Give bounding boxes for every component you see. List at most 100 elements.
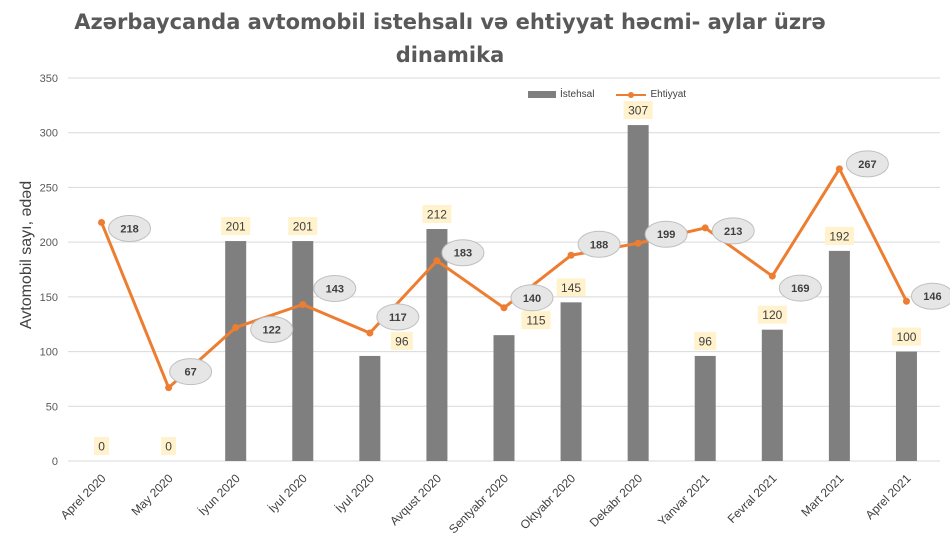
bar-data-label: 96 — [390, 331, 413, 350]
x-tick-label: Aprel 2021 — [863, 471, 914, 522]
line-label-bubble — [577, 230, 621, 258]
bar-label-box — [288, 217, 318, 236]
bar-data-label: 192 — [824, 226, 854, 245]
x-tick-label: İyul 2020 — [333, 471, 378, 516]
line-point — [433, 257, 441, 265]
bar-label-text: 0 — [165, 440, 172, 454]
line-point — [902, 297, 910, 305]
line-label-bubble — [169, 358, 213, 386]
legend-swatch-istehsal — [528, 91, 556, 98]
line-label-text: 267 — [858, 159, 876, 171]
x-tick-label: Dekabr 2020 — [587, 471, 646, 530]
line-label-text: 183 — [454, 248, 472, 260]
x-tick-label: Yanvar 2021 — [655, 471, 713, 529]
line-label-bubble — [313, 275, 357, 303]
bar-label-text: 115 — [526, 314, 545, 328]
chart-title: Azərbaycanda avtomobil istehsalı və ehti… — [74, 10, 826, 67]
line-data-label: 67 — [169, 358, 213, 386]
line-label-bubble — [250, 315, 294, 343]
line-data-label: 199 — [644, 220, 688, 248]
bar-data-label: 100 — [891, 327, 921, 346]
line-label-bubble — [910, 282, 950, 310]
x-tick-label: Aprel 2020 — [58, 471, 109, 522]
bar — [560, 302, 582, 461]
bar-label-box — [422, 205, 452, 224]
line-data-label: 267 — [845, 150, 889, 178]
x-tick-label: İyul 2020 — [266, 471, 311, 516]
bar — [493, 335, 515, 461]
y-tick-label: 300 — [40, 128, 58, 140]
bar-label-text: 145 — [561, 281, 581, 295]
bar — [292, 241, 314, 461]
line-label-text: 67 — [184, 367, 196, 379]
line-label-bubble — [441, 239, 485, 267]
bar-label-text: 212 — [427, 208, 447, 222]
bar-label-text: 307 — [628, 104, 648, 118]
line-data-label: 122 — [250, 315, 294, 343]
bar — [359, 355, 381, 461]
line-point — [835, 165, 843, 173]
bar-label-box — [94, 437, 110, 455]
bar — [761, 329, 783, 461]
x-tick-label: May 2020 — [129, 471, 176, 518]
line-data-label: 140 — [510, 284, 554, 312]
bar-label-box — [556, 278, 586, 297]
bar — [694, 355, 716, 461]
bar-data-label: 201 — [221, 217, 251, 236]
bar-label-text: 96 — [699, 334, 713, 348]
bar — [828, 250, 850, 461]
bar-label-text: 201 — [293, 220, 313, 234]
line-label-bubble — [108, 214, 152, 242]
legend-label-ehtiyyat: Ehtiyyat — [650, 89, 687, 100]
legend: İstehsal Ehtiyyat — [528, 89, 686, 100]
line-point — [366, 329, 374, 337]
line-label-bubble — [778, 274, 822, 302]
bar-label-box — [694, 331, 717, 350]
y-tick-label: 150 — [40, 292, 58, 304]
bar — [895, 351, 917, 461]
y-tick-label: 50 — [46, 401, 58, 413]
x-tick-label: Fevral 2021 — [725, 471, 780, 526]
line-label-text: 143 — [326, 284, 344, 296]
y-tick-label: 350 — [40, 73, 58, 85]
bar-data-label: 145 — [556, 278, 586, 297]
bar-label-text: 192 — [829, 229, 849, 243]
y-tick-label: 100 — [40, 347, 58, 359]
line-data-label: 117 — [376, 303, 420, 331]
line-data-label: 169 — [778, 274, 822, 302]
bar-data-label: 96 — [694, 331, 717, 350]
legend-label-istehsal: İstehsal — [560, 89, 595, 100]
bar — [426, 229, 448, 461]
line-data-label: 143 — [313, 275, 357, 303]
bar-data-label: 0 — [161, 437, 177, 455]
line-point — [232, 323, 240, 331]
line-data-label: 213 — [711, 217, 755, 245]
line-label-text: 140 — [523, 293, 541, 305]
line-data-label: 218 — [108, 214, 152, 242]
bar-label-text: 201 — [226, 220, 246, 234]
line-point — [500, 304, 508, 312]
line-label-text: 199 — [657, 229, 675, 241]
line-point — [634, 239, 642, 247]
bar-label-box — [623, 101, 653, 120]
bar-label-box — [390, 331, 413, 350]
line-label-bubble — [711, 217, 755, 245]
bar-label-box — [161, 437, 177, 455]
line-point — [98, 218, 106, 226]
line-label-bubble — [845, 150, 889, 178]
bar-label-text: 120 — [762, 308, 782, 322]
bar-label-box — [521, 311, 551, 330]
bar-label-text: 96 — [395, 334, 409, 348]
line-point — [299, 301, 307, 309]
line-point — [768, 272, 776, 280]
x-tick-label: Avqust 2020 — [387, 471, 444, 528]
y-tick-label: 250 — [40, 182, 58, 194]
line-label-text: 218 — [120, 223, 138, 235]
x-tick-label: İyun 2020 — [196, 471, 243, 518]
line-data-label: 183 — [441, 239, 485, 267]
line-point — [567, 251, 575, 259]
bar-data-label: 115 — [521, 311, 551, 330]
bar-data-label: 307 — [623, 101, 653, 120]
